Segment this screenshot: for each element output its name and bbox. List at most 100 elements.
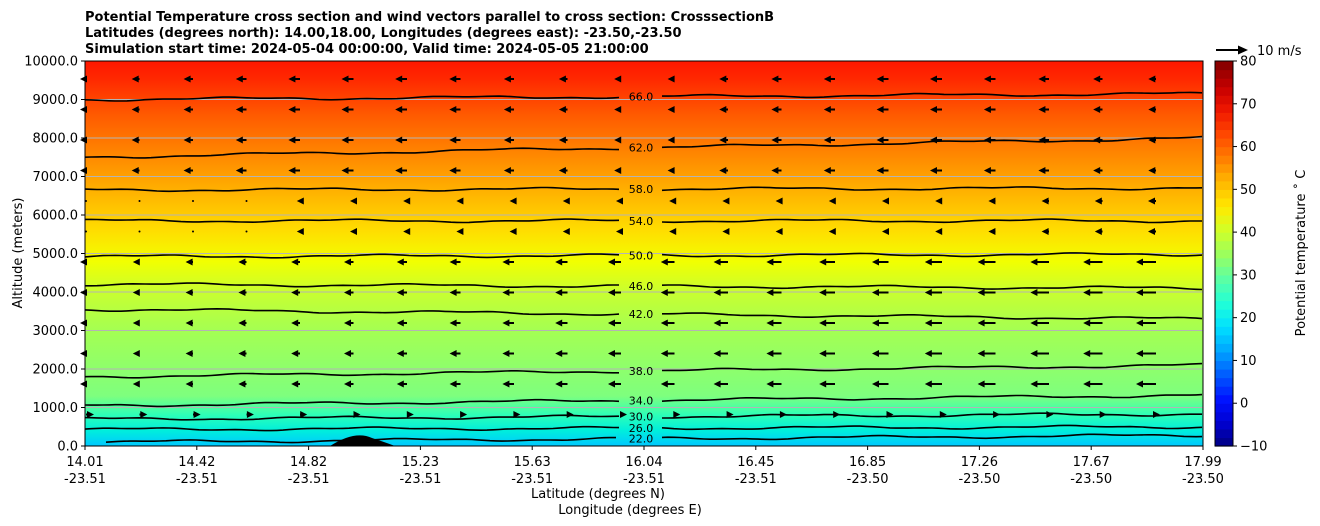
wind-vector-head: [341, 106, 349, 113]
wind-vector-head: [396, 289, 404, 296]
wind-vector-head: [502, 380, 510, 388]
plot-area: 22.026.030.0 34.0 38.0 42.0 46.0 50.0 54.0 58.0…: [80, 60, 1204, 447]
wind-vector-head: [1030, 258, 1038, 266]
contour-line: [662, 91, 1203, 99]
wind-vector-head: [558, 75, 566, 83]
x-tick-label-lon: -23.51: [399, 472, 441, 487]
wind-vector-head: [1148, 106, 1156, 113]
wind-vector-head: [193, 411, 201, 418]
colorbar-band: [1215, 394, 1233, 404]
colorbar-tick-label: 30: [1240, 268, 1257, 283]
colorbar-band: [1215, 369, 1233, 379]
wind-vector-head: [449, 75, 457, 83]
wind-vector-head: [1046, 411, 1054, 418]
x-tick-label-lon: -23.50: [847, 472, 889, 487]
wind-vector-head: [823, 75, 831, 83]
wind-vector-head: [819, 289, 827, 296]
contour-line: [661, 186, 1203, 192]
wind-vector-head: [660, 289, 668, 296]
colorbar-band: [1215, 360, 1233, 370]
wind-vector-head: [566, 411, 574, 418]
wind-vector-head: [930, 136, 937, 144]
contour-line: [84, 307, 620, 316]
colorbar-band: [1215, 326, 1233, 336]
wind-vector-head: [80, 258, 87, 266]
colorbar-band: [1215, 386, 1233, 396]
wind-vector-head: [238, 289, 246, 296]
colorbar-band: [1215, 351, 1233, 362]
quiver-key: 10 m/s: [1216, 44, 1302, 59]
x-tick-label-lat: 14.82: [290, 455, 327, 470]
quiver-key-label: 10 m/s: [1257, 44, 1302, 59]
wind-vector-head: [1093, 136, 1101, 144]
x-tick-label-lon: -23.51: [288, 472, 330, 487]
wind-vector-head: [924, 289, 932, 296]
wind-vector-head: [1030, 350, 1038, 357]
colorbar-band: [1215, 343, 1233, 353]
colorbar-band: [1215, 155, 1233, 165]
colorbar-band: [1215, 180, 1233, 190]
wind-vector-head: [449, 380, 457, 388]
wind-vector-head: [185, 380, 193, 388]
wind-vector-head: [183, 136, 191, 144]
wind-vector-head: [344, 289, 351, 296]
contour-line: [85, 218, 620, 224]
wind-vector-head: [396, 380, 404, 388]
wind-vectors: [80, 75, 1160, 418]
colorbar-band: [1215, 240, 1233, 250]
x-axis-label: Latitude (degrees N): [531, 487, 665, 502]
wind-vector-head: [993, 411, 1001, 418]
wind-vector-head: [341, 167, 349, 174]
wind-vector-head: [660, 258, 668, 266]
wind-vector-head: [766, 319, 774, 327]
wind-vector-head: [300, 411, 308, 418]
colorbar-band: [1215, 215, 1233, 225]
wind-vector-head: [131, 167, 139, 174]
contour-line: [84, 147, 620, 159]
colorbar-band: [1215, 146, 1233, 156]
wind-vector-head: [713, 319, 721, 327]
wind-vector-head: [449, 319, 457, 327]
wind-vector-head: [1083, 380, 1091, 388]
wind-vector-head: [988, 228, 996, 235]
contour-line: [84, 95, 620, 102]
colorbar-band: [1215, 420, 1233, 430]
colorbar-band: [1215, 61, 1233, 71]
wind-vector-head: [876, 75, 884, 83]
wind-vector-head: [1148, 75, 1156, 83]
wind-vector-head: [935, 197, 943, 205]
wind-vector-head: [876, 106, 884, 113]
wind-vector-head: [872, 380, 879, 388]
wind-vector-head: [930, 75, 937, 83]
wind-vector: [192, 200, 194, 202]
colorbar-band: [1215, 86, 1233, 96]
contour-label: 26.0: [629, 422, 654, 435]
wind-vector-head: [608, 350, 615, 357]
contour-label: 50.0: [629, 249, 654, 262]
wind-vector-head: [667, 136, 675, 144]
contour-label: 62.0: [629, 142, 654, 155]
wind-vector-head: [183, 106, 191, 113]
wind-vector-head: [403, 197, 411, 205]
colorbar-band: [1215, 249, 1233, 259]
x-tick-label-lat: 16.85: [849, 455, 886, 470]
wind-vector-head: [876, 167, 884, 174]
colorbar-tick-label: 70: [1240, 97, 1257, 112]
wind-vector-head: [562, 197, 570, 205]
wind-vector-head: [1030, 289, 1038, 296]
wind-vector-head: [669, 228, 677, 235]
wind-vector-head: [828, 228, 836, 235]
colorbar-tick-label: 50: [1240, 183, 1257, 198]
wind-vector-head: [766, 258, 774, 266]
wind-vector-head: [449, 167, 457, 174]
colorbar-band: [1215, 317, 1233, 327]
wind-vector-head: [449, 136, 457, 144]
wind-vector-head: [238, 258, 246, 266]
colorbar-tick-label: 10: [1240, 354, 1257, 369]
wind-vector-head: [183, 75, 191, 83]
wind-vector-head: [819, 258, 827, 266]
wind-vector-head: [555, 258, 563, 266]
wind-vector-head: [1038, 106, 1046, 113]
colorbar-band: [1215, 69, 1233, 79]
wind-vector-head: [939, 411, 947, 418]
